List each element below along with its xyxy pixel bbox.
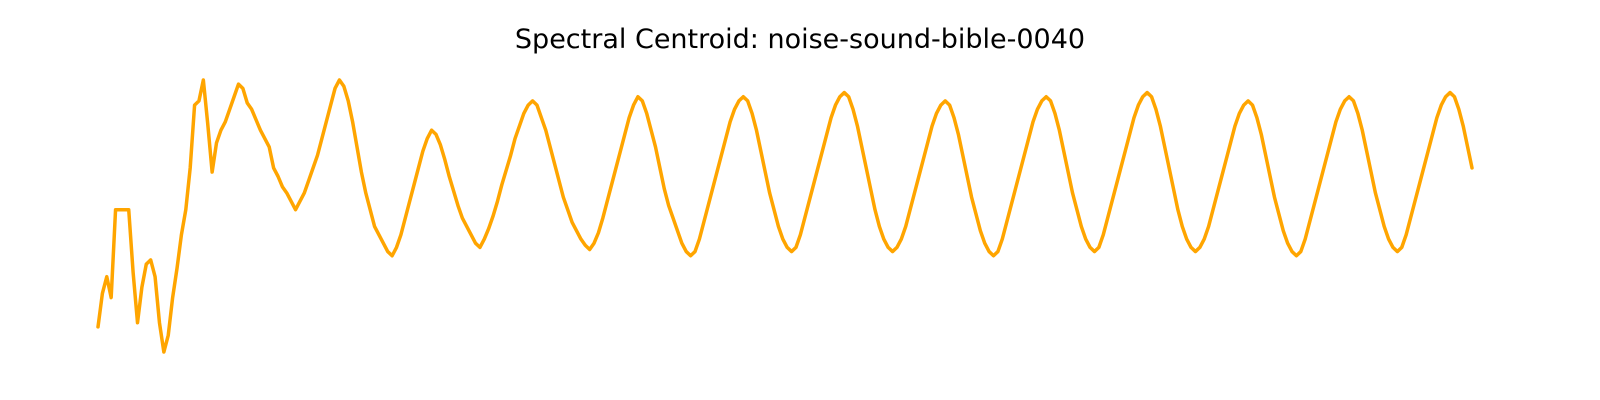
series-line-0 [96,78,1474,354]
chart-title: Spectral Centroid: noise-sound-bible-004… [514,24,1086,55]
plot-area [96,78,1474,354]
